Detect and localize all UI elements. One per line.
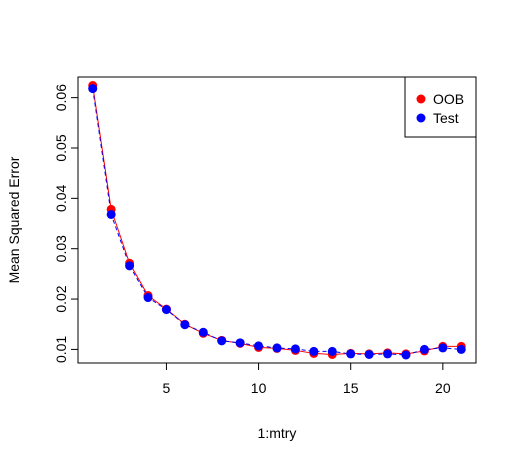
data-point-test xyxy=(88,84,98,94)
data-point-test xyxy=(254,341,264,351)
y-tick-label: 0.03 xyxy=(53,235,69,262)
data-point-test xyxy=(290,344,300,354)
data-point-test xyxy=(106,209,116,219)
legend-box xyxy=(404,76,477,138)
legend-marker-test xyxy=(416,113,426,123)
legend-marker-oob xyxy=(416,94,426,104)
data-point-test xyxy=(125,261,135,271)
data-point-test xyxy=(364,349,374,359)
legend-label-test: Test xyxy=(433,110,459,126)
x-tick-label: 5 xyxy=(163,380,171,396)
y-tick-label: 0.06 xyxy=(53,84,69,111)
y-tick-label: 0.01 xyxy=(53,336,69,363)
y-axis: 0.01 0.02 0.03 0.04 0.05 0.06 xyxy=(53,84,79,363)
data-point-test xyxy=(401,350,411,360)
data-point-test xyxy=(235,338,245,348)
data-point-test xyxy=(419,344,429,354)
data-point-test xyxy=(272,343,282,353)
legend: OOB Test xyxy=(404,76,477,138)
data-point-test xyxy=(346,349,356,359)
y-tick-label: 0.02 xyxy=(53,285,69,312)
y-tick-label: 0.04 xyxy=(53,185,69,212)
data-point-test xyxy=(161,305,171,315)
data-point-test xyxy=(143,293,153,303)
y-axis-label: Mean Squared Error xyxy=(6,156,22,283)
x-axis: 5 10 15 20 xyxy=(163,362,451,396)
data-point-test xyxy=(180,320,190,330)
data-point-test xyxy=(456,344,466,354)
data-point-test xyxy=(309,346,319,356)
data-point-test xyxy=(217,336,227,346)
y-tick-label: 0.05 xyxy=(53,134,69,161)
x-tick-label: 10 xyxy=(251,380,267,396)
x-axis-label: 1:mtry xyxy=(258,425,297,441)
legend-label-oob: OOB xyxy=(433,91,464,107)
data-point-test xyxy=(383,349,393,359)
x-tick-label: 20 xyxy=(435,380,451,396)
x-tick-label: 15 xyxy=(343,380,359,396)
data-point-test xyxy=(438,343,448,353)
data-point-test xyxy=(198,327,208,337)
series-points xyxy=(88,81,466,360)
data-point-test xyxy=(327,346,337,356)
